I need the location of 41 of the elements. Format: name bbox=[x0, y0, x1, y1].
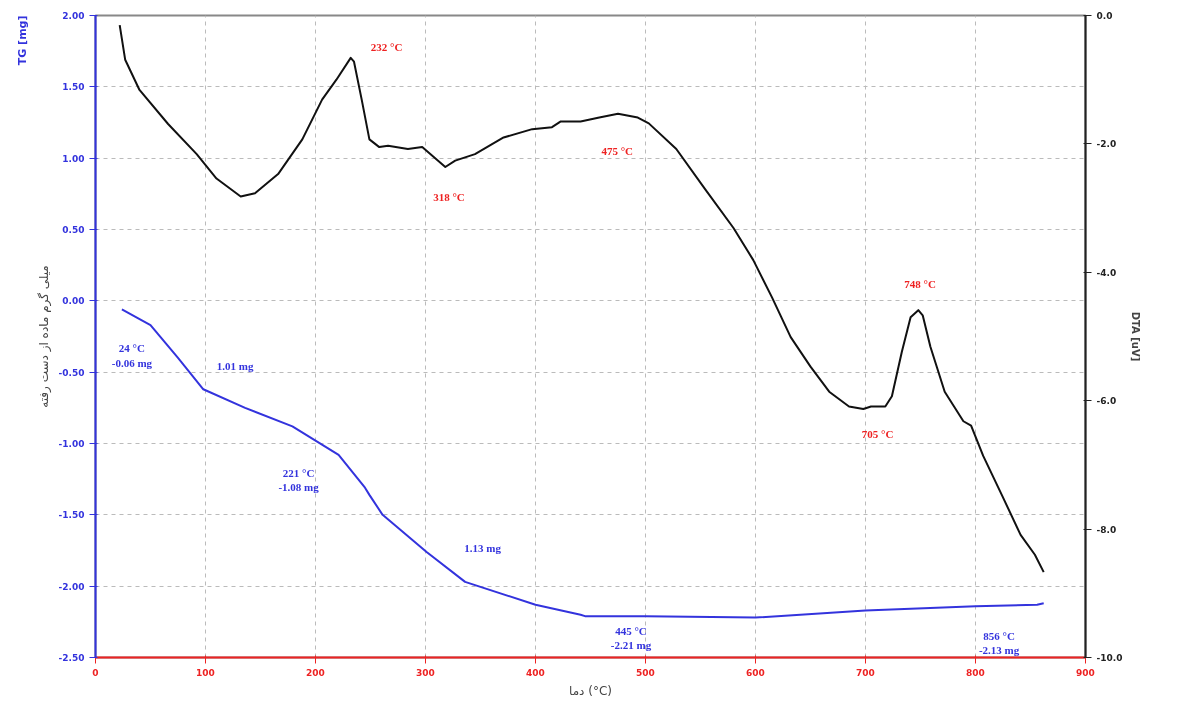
x-tick-label: 100 bbox=[196, 667, 215, 678]
y-tick-label: 1.00 bbox=[62, 153, 85, 164]
x-tick-label: 500 bbox=[636, 667, 655, 678]
x-tick-label: 400 bbox=[526, 667, 545, 678]
y-tick-label: -1.50 bbox=[58, 510, 85, 521]
annotation: 318 °C bbox=[433, 190, 465, 203]
x-tick-label: 300 bbox=[416, 667, 435, 678]
y-tick-label: 2.00 bbox=[62, 11, 85, 21]
annotation: 856 °C -2.13 mg bbox=[978, 629, 1020, 656]
y-axis-title: میلی گرم ماده از دست رفته bbox=[36, 265, 52, 408]
y2-tick-label: -4.0 bbox=[1096, 267, 1117, 278]
y-tick-label: 0.50 bbox=[62, 225, 85, 235]
y-tick-label: 0.00 bbox=[62, 296, 85, 307]
y-tick-label: -2.50 bbox=[58, 653, 85, 663]
y-tick-label: -1.00 bbox=[58, 439, 85, 449]
y2-tick-label: -8.0 bbox=[1096, 524, 1117, 535]
x-axis-title: دما (°C) bbox=[569, 683, 613, 698]
x-tick-label: 200 bbox=[306, 667, 325, 678]
annotation: 445 °C -2.21 mg bbox=[610, 624, 652, 652]
y-tick-label: -2.00 bbox=[58, 581, 85, 592]
y2-tick-label: 0.0 bbox=[1096, 11, 1113, 21]
y2-axis-title: DTA [uV] bbox=[1130, 311, 1142, 362]
y-tick-label: -0.50 bbox=[58, 367, 85, 378]
annotation: 1.01 mg bbox=[216, 360, 254, 373]
x-tick-label: 900 bbox=[1076, 667, 1095, 678]
x-tick-label: 600 bbox=[746, 667, 765, 678]
annotation: 24 °C -0.06 mg bbox=[111, 342, 153, 369]
x-tick-label: 800 bbox=[966, 667, 985, 678]
annotation: 475 °C bbox=[601, 144, 634, 157]
annotation: 748 °C bbox=[904, 278, 937, 291]
annotation: 1.13 mg bbox=[464, 541, 502, 554]
text: TG [mg] bbox=[15, 15, 29, 66]
annotation: 221 °C -1.08 mg bbox=[278, 466, 320, 494]
annotation: 232 °C bbox=[370, 40, 403, 53]
x-tick-label: 700 bbox=[856, 667, 875, 678]
y2-tick-label: -10.0 bbox=[1096, 653, 1123, 663]
y2-tick-label: -2.0 bbox=[1096, 139, 1117, 150]
annotation: 705 °C bbox=[861, 428, 894, 441]
y-tick-label: 1.50 bbox=[62, 82, 85, 93]
y2-tick-label: -6.0 bbox=[1096, 396, 1117, 407]
x-tick-label: 0 bbox=[92, 667, 99, 678]
